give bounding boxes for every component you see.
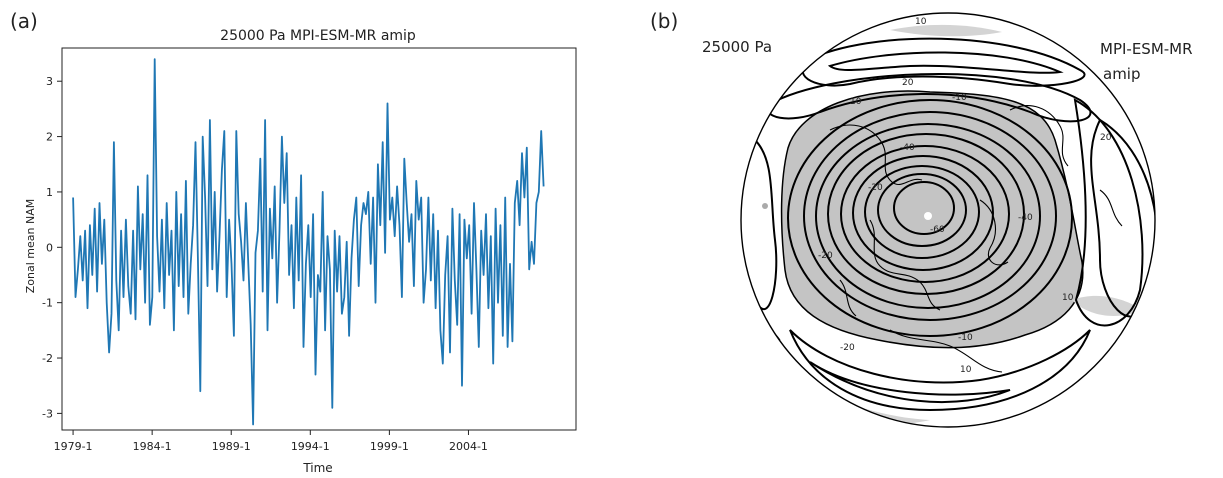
contour-label: -60: [930, 225, 945, 235]
x-tick-label: 1994-1: [291, 440, 330, 453]
panel-b: (b) 25000 Pa MPI-ESM-MR amip: [630, 0, 1223, 474]
y-tick-label: 3: [46, 75, 53, 88]
y-tick-label: 2: [46, 131, 53, 144]
x-tick-label: 1984-1: [133, 440, 172, 453]
contour-label: 10: [850, 97, 862, 107]
negative-anomaly-shading: [780, 90, 1084, 349]
x-axis-label: Time: [302, 461, 332, 474]
contour-label: -20: [818, 251, 833, 261]
contour-line: [801, 37, 1086, 87]
coastline: [1099, 189, 1123, 227]
contour-label: -40: [1018, 213, 1033, 223]
y-ticks: -3 -2 -1 0 1 2 3: [42, 75, 62, 420]
plot-area-frame: [61, 47, 577, 431]
contour-line: [852, 155, 994, 271]
y-axis-label: Zonal mean NAM: [24, 199, 37, 293]
contour-line: [741, 138, 778, 310]
contour-line: [809, 361, 1011, 404]
contour-label: 10: [915, 17, 927, 27]
series-line: [72, 58, 545, 426]
contour-line: [789, 329, 1091, 412]
contour-line: [864, 165, 980, 259]
coastline: [889, 329, 1003, 373]
contour-line: [827, 133, 1025, 295]
contour-label: -20: [868, 183, 883, 193]
map-right-label-experiment: amip: [1103, 65, 1141, 83]
contour-label: -40: [900, 143, 915, 153]
y-tick-label: -1: [42, 297, 53, 310]
contour-line: [815, 123, 1041, 309]
contour-line: [877, 173, 967, 247]
contour-line: [803, 111, 1057, 321]
line-chart: (a) 25000 Pa MPI-ESM-MR amip Zonal mean …: [10, 9, 577, 475]
map-right-label-model: MPI-ESM-MR: [1100, 40, 1193, 58]
map-left-label: 25000 Pa: [702, 38, 772, 56]
contour-label: 10: [1062, 293, 1074, 303]
light-patch: [1072, 295, 1142, 316]
x-tick-label: 1999-1: [370, 440, 409, 453]
contour-line: [1090, 118, 1155, 318]
contour-label: -20: [840, 343, 855, 353]
x-tick-label: 1989-1: [212, 440, 251, 453]
contour-line: [827, 51, 1064, 74]
contour-line: [1073, 98, 1144, 327]
contour-line: [893, 181, 955, 235]
x-ticks: 1979-1 1984-1 1989-1 1994-1 1999-1 2004-1: [54, 430, 488, 453]
coastline: [829, 124, 923, 186]
contour-label: 20: [1100, 133, 1112, 143]
coastline: [869, 219, 941, 311]
contour-label: -10: [958, 333, 973, 343]
y-tick-label: 1: [46, 186, 53, 199]
contour-line: [840, 145, 1010, 283]
y-tick-label: -2: [42, 352, 53, 365]
y-tick-label: -3: [42, 407, 53, 420]
x-tick-label: 2004-1: [449, 440, 488, 453]
contour-label: 10: [960, 365, 972, 375]
map-globe: 10 20 10 -10 -20 -40 -60 -40 -20 -10 10 …: [741, 17, 1155, 424]
x-tick-label: 1979-1: [54, 440, 93, 453]
contour-label: -10: [952, 93, 967, 103]
panel-b-label: (b): [650, 9, 678, 33]
coastline: [1009, 105, 1069, 167]
light-patch: [798, 380, 930, 424]
y-tick-label: 0: [46, 241, 53, 254]
coastline: [979, 199, 1009, 266]
globe-outline: [740, 12, 1156, 428]
contour-line: [767, 73, 1092, 123]
contour-label: 20: [902, 78, 914, 88]
light-patch: [890, 24, 1002, 37]
chart-title: 25000 Pa MPI-ESM-MR amip: [220, 28, 416, 44]
pole-marker: [924, 212, 932, 220]
panel-a-label: (a): [10, 9, 38, 33]
map-dot: [762, 203, 768, 209]
panel-a: (a) 25000 Pa MPI-ESM-MR amip Zonal mean …: [0, 0, 600, 475]
contour-line: [787, 99, 1073, 337]
coastline: [839, 279, 857, 317]
polar-map: (b) 25000 Pa MPI-ESM-MR amip: [650, 9, 1193, 428]
